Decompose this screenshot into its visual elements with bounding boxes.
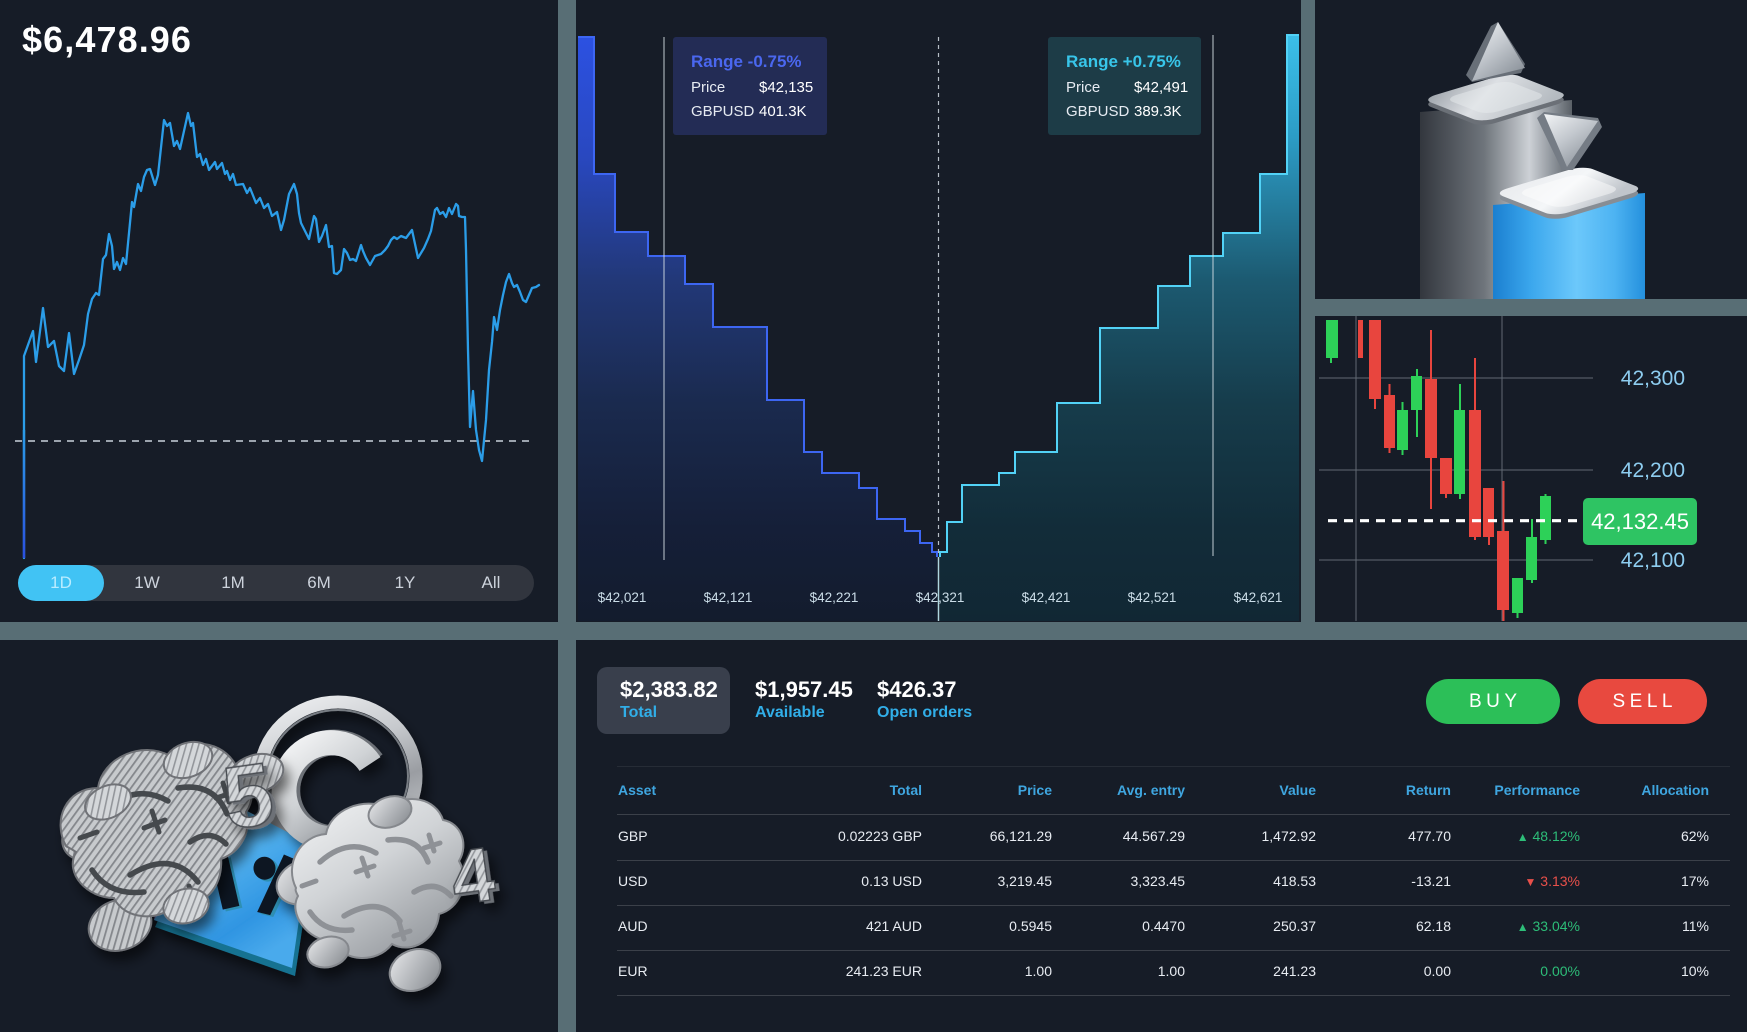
svg-text:42,132.45: 42,132.45 bbox=[1591, 509, 1689, 534]
svg-text:42,200: 42,200 bbox=[1621, 459, 1685, 482]
svg-text:42,100: 42,100 bbox=[1621, 549, 1685, 572]
svg-text:42,300: 42,300 bbox=[1621, 367, 1685, 390]
